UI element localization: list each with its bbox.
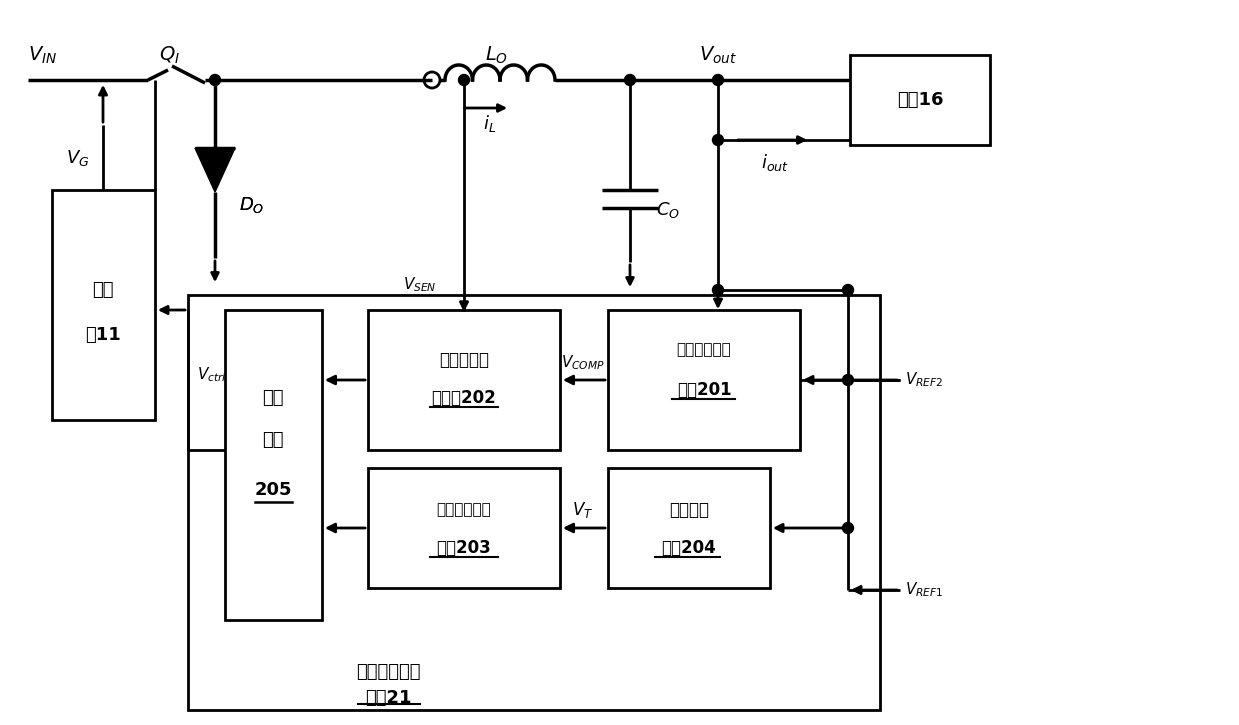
Text: $C_O$: $C_O$ bbox=[655, 200, 680, 220]
Text: $L_O$: $L_O$ bbox=[486, 44, 508, 66]
Bar bbox=[368, 310, 560, 450]
Text: 电路21: 电路21 bbox=[364, 689, 411, 707]
Text: 逻辑: 逻辑 bbox=[263, 389, 284, 407]
Text: $V_T$: $V_T$ bbox=[572, 500, 593, 520]
Text: $V_{REF2}$: $V_{REF2}$ bbox=[904, 370, 943, 389]
Text: 器11: 器11 bbox=[85, 326, 121, 344]
Text: 恒定时间发生: 恒定时间发生 bbox=[436, 502, 492, 518]
Circle shape bbox=[843, 523, 854, 534]
Bar bbox=[188, 295, 880, 710]
Text: $i_{out}$: $i_{out}$ bbox=[761, 152, 789, 173]
Circle shape bbox=[209, 75, 221, 86]
Text: $Q_I$: $Q_I$ bbox=[160, 44, 181, 66]
Bar bbox=[850, 55, 990, 145]
Circle shape bbox=[843, 284, 854, 296]
Text: 电路203: 电路203 bbox=[436, 539, 492, 557]
Circle shape bbox=[712, 284, 724, 296]
Text: 205: 205 bbox=[254, 481, 291, 499]
Polygon shape bbox=[195, 148, 235, 192]
Bar bbox=[368, 468, 560, 588]
Text: 驱动: 驱动 bbox=[92, 281, 114, 299]
Text: $V_{out}$: $V_{out}$ bbox=[699, 44, 737, 66]
Text: 电路: 电路 bbox=[263, 431, 284, 449]
Text: 回路201: 回路201 bbox=[676, 381, 731, 399]
Text: $V_{ctrl}$: $V_{ctrl}$ bbox=[197, 365, 227, 384]
Text: 恒定时间控制: 恒定时间控制 bbox=[356, 663, 420, 681]
Text: 输出电压控制: 输出电压控制 bbox=[676, 342, 731, 357]
Text: $V_G$: $V_G$ bbox=[66, 148, 89, 168]
Bar bbox=[608, 468, 769, 588]
Text: 制回路202: 制回路202 bbox=[431, 389, 497, 407]
Circle shape bbox=[712, 75, 724, 86]
Text: 瞬态控制: 瞬态控制 bbox=[669, 501, 709, 519]
Text: $V_{COMP}$: $V_{COMP}$ bbox=[561, 354, 605, 373]
Text: 电路204: 电路204 bbox=[662, 539, 716, 557]
Text: $V_{SEN}$: $V_{SEN}$ bbox=[403, 276, 437, 294]
Bar bbox=[608, 310, 800, 450]
Text: $V_{IN}$: $V_{IN}$ bbox=[28, 44, 57, 66]
Text: $D_O$: $D_O$ bbox=[239, 195, 265, 215]
Text: $i_L$: $i_L$ bbox=[483, 112, 497, 133]
Circle shape bbox=[458, 75, 470, 86]
Bar bbox=[225, 310, 322, 620]
Text: 电感电流控: 电感电流控 bbox=[439, 351, 489, 369]
Circle shape bbox=[712, 135, 724, 146]
Bar bbox=[52, 190, 155, 420]
Text: $D_O$: $D_O$ bbox=[239, 195, 265, 215]
Circle shape bbox=[843, 375, 854, 386]
Text: $V_{REF1}$: $V_{REF1}$ bbox=[904, 581, 943, 600]
Circle shape bbox=[624, 75, 636, 86]
Text: 负载16: 负载16 bbox=[897, 91, 943, 109]
